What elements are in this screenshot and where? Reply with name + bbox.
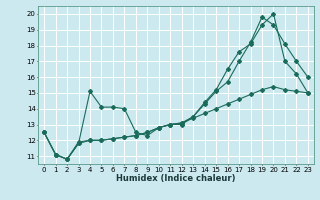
X-axis label: Humidex (Indice chaleur): Humidex (Indice chaleur) bbox=[116, 174, 236, 183]
